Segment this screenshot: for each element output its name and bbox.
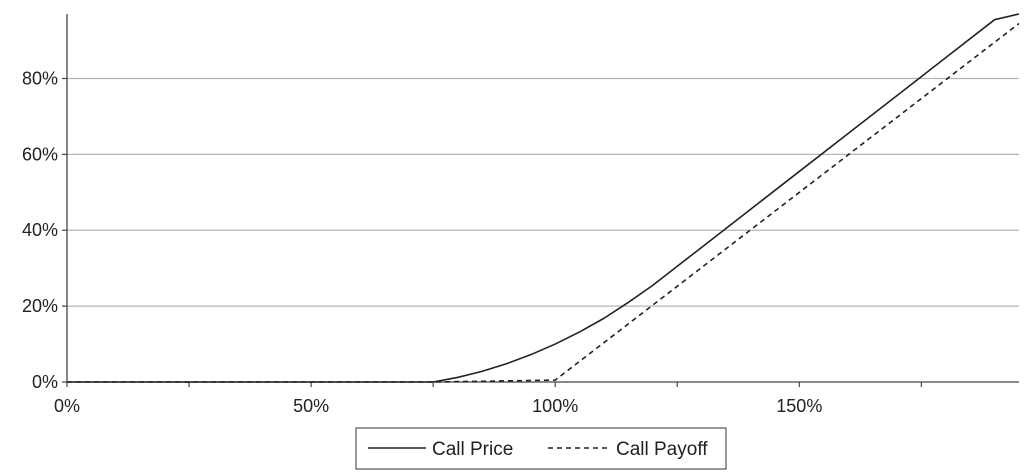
legend: Call Price Call Payoff — [355, 427, 727, 470]
y-tick-label-3: 60% — [22, 144, 58, 164]
tick-labels: 0% 20% 40% 60% 80% 0% 50% 100% 150% — [22, 68, 822, 416]
y-tick-label-4: 80% — [22, 68, 58, 88]
legend-label-call-price: Call Price — [432, 439, 513, 460]
gridlines — [67, 77, 1019, 307]
x-tick-label-2: 100% — [532, 396, 578, 416]
y-tick-label-2: 40% — [22, 220, 58, 240]
x-tick-label-3: 150% — [776, 396, 822, 416]
series-line-call-price — [67, 13, 1020, 383]
series-lines — [67, 13, 1020, 383]
series-line-call-payoff — [67, 22, 1020, 383]
y-tick-label-0: 0% — [32, 372, 58, 392]
legend-label-call-payoff: Call Payoff — [616, 439, 708, 460]
y-tick-label-1: 20% — [22, 296, 58, 316]
x-tick-label-0: 0% — [54, 396, 80, 416]
x-tick-label-1: 50% — [293, 396, 329, 416]
axes — [62, 14, 1019, 387]
